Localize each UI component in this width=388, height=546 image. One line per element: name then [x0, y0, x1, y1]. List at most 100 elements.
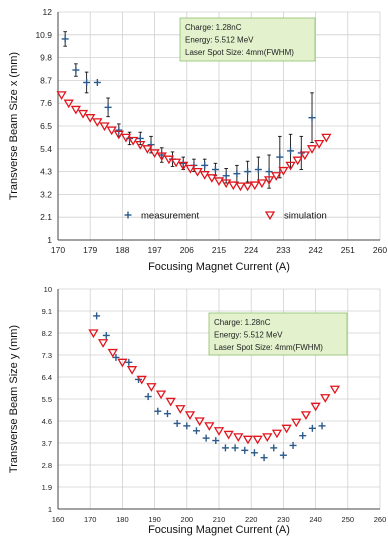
simulation-point — [120, 133, 132, 143]
x-tick-label: 240 — [309, 515, 322, 524]
simulation-point — [314, 139, 325, 149]
measurement-point — [211, 166, 219, 174]
measurement-point — [136, 134, 144, 142]
measurement-point — [318, 422, 326, 430]
measurement-point — [179, 159, 187, 167]
simulation-point — [192, 167, 203, 177]
simulation-point — [63, 99, 74, 109]
y-tick-label: 6.4 — [42, 373, 52, 382]
simulation-point — [249, 181, 260, 191]
chart-y: 160 170 180 190 200 210 220 230 240 250 260 1 1.9 2.8… — [8, 285, 386, 536]
simulation-point — [221, 179, 232, 189]
x-tick-label: 260 — [374, 515, 387, 524]
x-tick-label: 220 — [245, 515, 258, 524]
simulation-point — [149, 149, 160, 159]
info-box — [208, 312, 348, 356]
simulation-point — [213, 177, 225, 187]
x-tick-label: 215 — [212, 245, 226, 255]
measurement-point — [279, 451, 287, 459]
simulation-point — [206, 174, 217, 183]
simulation-point — [263, 176, 275, 185]
measurement-point — [112, 353, 120, 361]
simulation-point — [242, 435, 254, 445]
measurement-point — [83, 78, 91, 86]
simulation-point — [204, 422, 215, 431]
legend-measurement-marker — [124, 211, 132, 219]
simulation-point — [99, 122, 110, 132]
simulation-series — [56, 91, 332, 192]
measurement-point — [212, 437, 220, 445]
measurement-point — [192, 427, 200, 435]
simulation-point — [184, 411, 196, 420]
simulation-point — [135, 141, 146, 150]
y-tick-label: 10.9 — [35, 30, 52, 40]
x-tick-label: 170 — [51, 245, 65, 255]
simulation-point — [170, 158, 182, 168]
simulation-point — [85, 114, 96, 123]
simulation-point — [127, 136, 139, 146]
x-tick-label: 260 — [373, 245, 387, 255]
simulation-point — [320, 394, 331, 403]
simulation-point — [310, 402, 321, 412]
simulation-point — [299, 151, 311, 161]
y-tick-label: 9.1 — [42, 307, 52, 316]
measurement-point — [93, 78, 101, 86]
simulation-point — [156, 152, 167, 162]
info-box-line: Energy: 5.512 MeV — [185, 36, 254, 45]
x-axis-label: Focusing Magnet Current (A) — [148, 524, 290, 536]
y-axis-label: Transverse Beam Size x (mm) — [8, 52, 20, 200]
x-tick-label: 224 — [244, 245, 258, 255]
measurement-point — [308, 114, 316, 122]
simulation-point — [107, 348, 118, 358]
simulation-point — [155, 390, 167, 400]
y-tick-label: 1 — [47, 235, 52, 245]
y-tick-label: 2.8 — [42, 461, 52, 470]
simulation-point — [235, 182, 246, 192]
x-tick-label: 160 — [52, 515, 65, 524]
measurement-point — [201, 161, 209, 169]
simulation-point — [233, 433, 244, 442]
measurement-point — [125, 358, 133, 366]
simulation-point — [300, 411, 312, 420]
y-axis-label: Transverse Beam Size y (mm) — [8, 325, 20, 473]
measurement-point — [260, 454, 268, 462]
measurement-series — [93, 312, 326, 462]
simulation-point — [262, 433, 273, 442]
simulation-point — [321, 133, 332, 143]
y-tick-label: 7.3 — [42, 351, 52, 360]
measurement-point — [276, 153, 284, 161]
info-box-line: Charge: 1.28nC — [185, 23, 242, 32]
chart-x: 170 179 188 197 206 215 224 233 242 251 260 1 2.1 3.2… — [8, 7, 387, 273]
measurement-point — [61, 35, 69, 43]
measurement-point — [241, 446, 249, 454]
simulation-point — [92, 118, 103, 127]
y-tick-label: 9.8 — [40, 53, 52, 63]
simulation-point — [329, 385, 341, 395]
simulation-point — [242, 182, 253, 192]
simulation-point — [70, 105, 82, 115]
simulation-point — [199, 171, 210, 180]
simulation-point — [185, 164, 196, 174]
measurement-point — [289, 441, 297, 449]
simulation-point — [142, 145, 153, 154]
measurement-point — [250, 449, 258, 457]
measurement-point — [287, 147, 295, 155]
simulation-point — [306, 145, 318, 154]
simulation-point — [163, 155, 175, 165]
y-tick-label: 12 — [43, 7, 53, 17]
simulation-point — [271, 172, 282, 181]
simulation-point — [146, 383, 157, 392]
measurement-point — [221, 444, 229, 452]
measurement-point — [270, 444, 278, 452]
measurement-point — [265, 168, 273, 176]
y-tick-label: 3.2 — [40, 189, 52, 199]
measurement-point — [222, 172, 230, 180]
simulation-point — [285, 161, 296, 171]
measurement-point — [244, 168, 252, 176]
measurement-point — [144, 393, 152, 401]
y-tick-label: 4.3 — [40, 167, 52, 177]
simulation-point — [271, 429, 283, 439]
x-tick-label: 190 — [148, 515, 161, 524]
measurement-point — [254, 166, 262, 174]
x-tick-label: 210 — [213, 515, 226, 524]
